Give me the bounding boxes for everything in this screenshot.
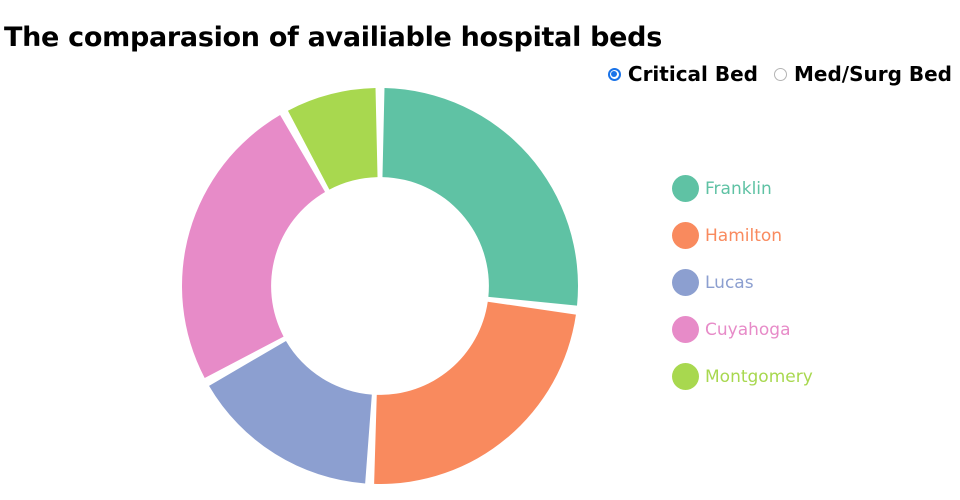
page-title: The comparasion of availiable hospital b… [4, 22, 662, 53]
legend-label-montgomery: Montgomery [705, 366, 813, 387]
legend-swatch-icon-franklin [672, 175, 699, 202]
donut-slice-lucas[interactable] [209, 340, 372, 484]
legend-item-franklin[interactable]: Franklin [672, 175, 813, 202]
bed-type-radio-group: Critical Bed Med/Surg Bed [607, 62, 952, 86]
radio-label-med-surg-bed: Med/Surg Bed [794, 62, 952, 86]
legend-swatch-icon-lucas [672, 269, 699, 296]
legend-item-montgomery[interactable]: Montgomery [672, 363, 813, 390]
legend-label-hamilton: Hamilton [705, 225, 783, 246]
legend-swatch-icon-hamilton [672, 222, 699, 249]
donut-slice-franklin[interactable] [382, 88, 578, 306]
legend-item-cuyahoga[interactable]: Cuyahoga [672, 316, 813, 343]
legend-label-lucas: Lucas [705, 272, 754, 293]
donut-slice-hamilton[interactable] [374, 301, 576, 484]
chart-legend: Franklin Hamilton Lucas Cuyahoga Montgom… [672, 175, 813, 390]
legend-swatch-icon-cuyahoga [672, 316, 699, 343]
legend-label-cuyahoga: Cuyahoga [705, 319, 791, 340]
donut-chart [182, 88, 578, 484]
donut-slice-montgomery[interactable] [287, 88, 378, 190]
donut-chart-svg [182, 88, 578, 484]
legend-item-hamilton[interactable]: Hamilton [672, 222, 813, 249]
radio-option-critical-bed[interactable]: Critical Bed [607, 62, 758, 86]
donut-slice-cuyahoga[interactable] [182, 115, 326, 379]
legend-item-lucas[interactable]: Lucas [672, 269, 813, 296]
radio-unselected-icon[interactable] [774, 67, 787, 81]
radio-label-critical-bed: Critical Bed [627, 62, 758, 86]
radio-selected-icon[interactable] [607, 67, 621, 81]
legend-label-franklin: Franklin [705, 178, 772, 199]
legend-swatch-icon-montgomery [672, 363, 699, 390]
radio-option-med-surg-bed[interactable]: Med/Surg Bed [774, 62, 952, 86]
donut-slice-group [182, 88, 578, 484]
